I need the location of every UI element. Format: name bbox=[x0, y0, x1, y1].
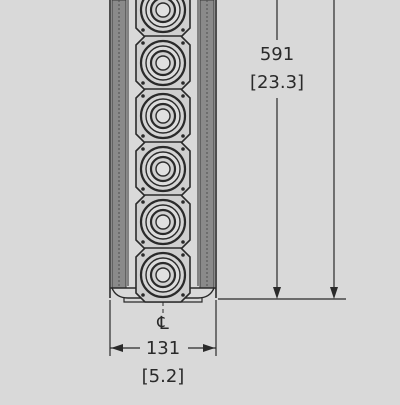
driver-screw bbox=[181, 293, 185, 297]
width-dimension bbox=[109, 300, 217, 356]
driver-screw bbox=[141, 293, 145, 297]
driver-screw bbox=[141, 28, 145, 32]
driver-screw bbox=[141, 81, 145, 85]
driver-dustcap bbox=[155, 2, 171, 18]
width-arrow-left bbox=[111, 344, 123, 352]
height-value-mm: 591 bbox=[260, 44, 294, 65]
height-arrow-bottom bbox=[273, 287, 281, 299]
driver-screw bbox=[141, 240, 145, 244]
driver-dustcap bbox=[155, 214, 171, 230]
driver-screw bbox=[141, 41, 145, 45]
width-value-mm: 131 bbox=[146, 338, 180, 359]
driver-screw bbox=[181, 147, 185, 151]
driver-screw bbox=[141, 134, 145, 138]
driver-6 bbox=[135, 247, 191, 303]
centerline-icon: ℄ bbox=[156, 313, 169, 334]
driver-4 bbox=[135, 141, 191, 197]
width-arrow-right bbox=[203, 344, 215, 352]
driver-screw bbox=[181, 94, 185, 98]
driver-1 bbox=[135, 0, 191, 38]
driver-screw bbox=[181, 187, 185, 191]
driver-screw bbox=[181, 200, 185, 204]
driver-dustcap bbox=[155, 55, 171, 71]
driver-dustcap bbox=[155, 267, 171, 283]
driver-3 bbox=[135, 88, 191, 144]
driver-screw bbox=[181, 240, 185, 244]
driver-screw bbox=[141, 200, 145, 204]
speaker-cabinet bbox=[109, 0, 217, 303]
driver-dustcap bbox=[155, 108, 171, 124]
driver-screw bbox=[141, 147, 145, 151]
driver-2 bbox=[135, 35, 191, 91]
driver-screw bbox=[141, 187, 145, 191]
driver-screw bbox=[181, 28, 185, 32]
width-value-in: [5.2] bbox=[142, 366, 185, 387]
driver-screw bbox=[181, 41, 185, 45]
driver-screw bbox=[181, 253, 185, 257]
height-value-in: [23.3] bbox=[250, 72, 304, 93]
driver-screw bbox=[141, 94, 145, 98]
driver-dustcap bbox=[155, 161, 171, 177]
driver-5 bbox=[135, 194, 191, 250]
driver-screw bbox=[141, 253, 145, 257]
driver-screw bbox=[181, 134, 185, 138]
height-dimension bbox=[218, 0, 346, 300]
driver-screw bbox=[181, 81, 185, 85]
driver-column bbox=[135, 0, 191, 303]
height-arrow-bottom-inches bbox=[330, 287, 338, 299]
